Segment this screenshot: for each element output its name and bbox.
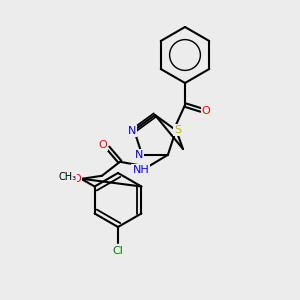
Text: O: O: [202, 106, 210, 116]
Text: N: N: [128, 126, 136, 136]
Text: N: N: [135, 150, 143, 160]
Text: NH: NH: [133, 165, 149, 175]
Text: O: O: [73, 174, 81, 184]
Text: O: O: [99, 140, 107, 150]
Text: S: S: [174, 125, 182, 135]
Text: Cl: Cl: [112, 246, 123, 256]
Text: CH₃: CH₃: [58, 172, 76, 182]
